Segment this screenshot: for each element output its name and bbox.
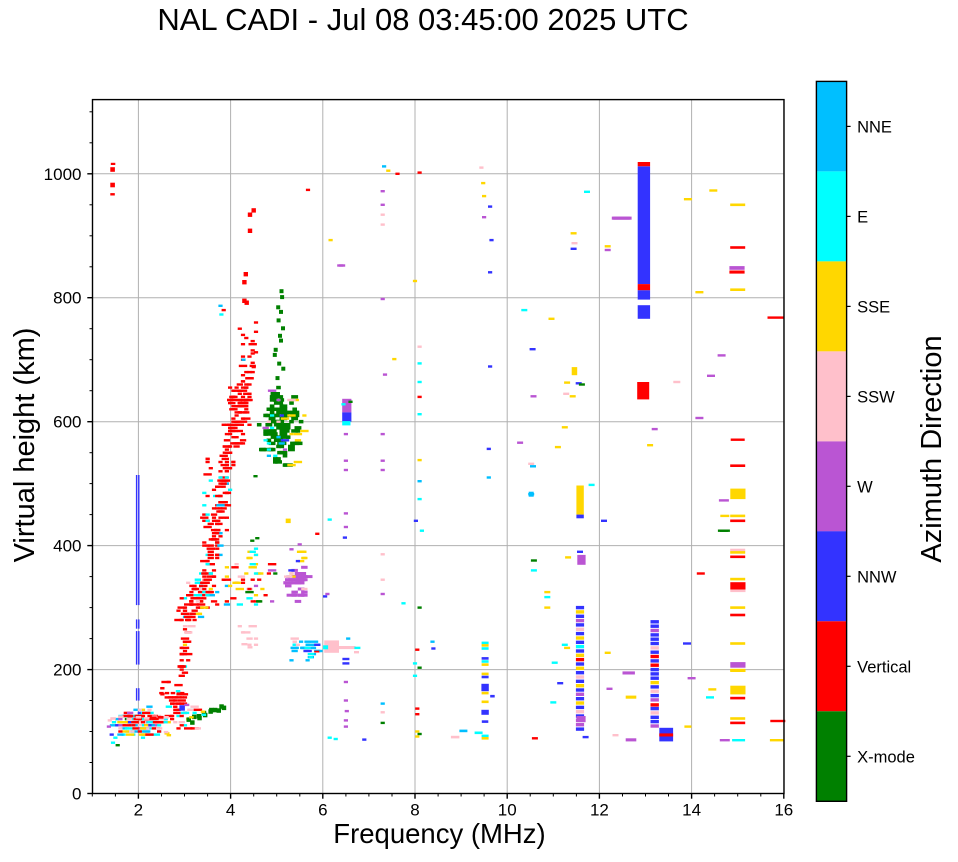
svg-text:E: E	[857, 208, 868, 226]
svg-text:14: 14	[682, 801, 701, 820]
svg-text:8: 8	[410, 801, 419, 820]
svg-text:Azimuth Direction: Azimuth Direction	[916, 335, 948, 562]
svg-text:Vertical: Vertical	[857, 658, 911, 676]
svg-text:SSW: SSW	[857, 388, 895, 406]
svg-text:Frequency (MHz): Frequency (MHz)	[333, 818, 545, 849]
svg-text:800: 800	[53, 289, 81, 308]
svg-text:6: 6	[318, 801, 327, 820]
svg-text:X-mode: X-mode	[857, 748, 915, 766]
svg-text:0: 0	[72, 785, 81, 804]
svg-text:200: 200	[53, 661, 81, 680]
svg-text:1000: 1000	[44, 165, 82, 184]
svg-text:W: W	[857, 478, 873, 496]
svg-text:600: 600	[53, 413, 81, 432]
svg-text:NAL CADI - Jul 08 03:45:00 202: NAL CADI - Jul 08 03:45:00 2025 UTC	[157, 2, 688, 37]
svg-text:10: 10	[498, 801, 517, 820]
svg-text:2: 2	[134, 801, 143, 820]
svg-text:16: 16	[774, 801, 793, 820]
svg-text:NNW: NNW	[857, 568, 897, 586]
svg-text:12: 12	[590, 801, 609, 820]
svg-text:400: 400	[53, 537, 81, 556]
svg-text:Virtual height (km): Virtual height (km)	[9, 328, 41, 563]
svg-text:SSE: SSE	[857, 298, 890, 316]
svg-text:4: 4	[226, 801, 235, 820]
svg-text:NNE: NNE	[857, 118, 892, 136]
